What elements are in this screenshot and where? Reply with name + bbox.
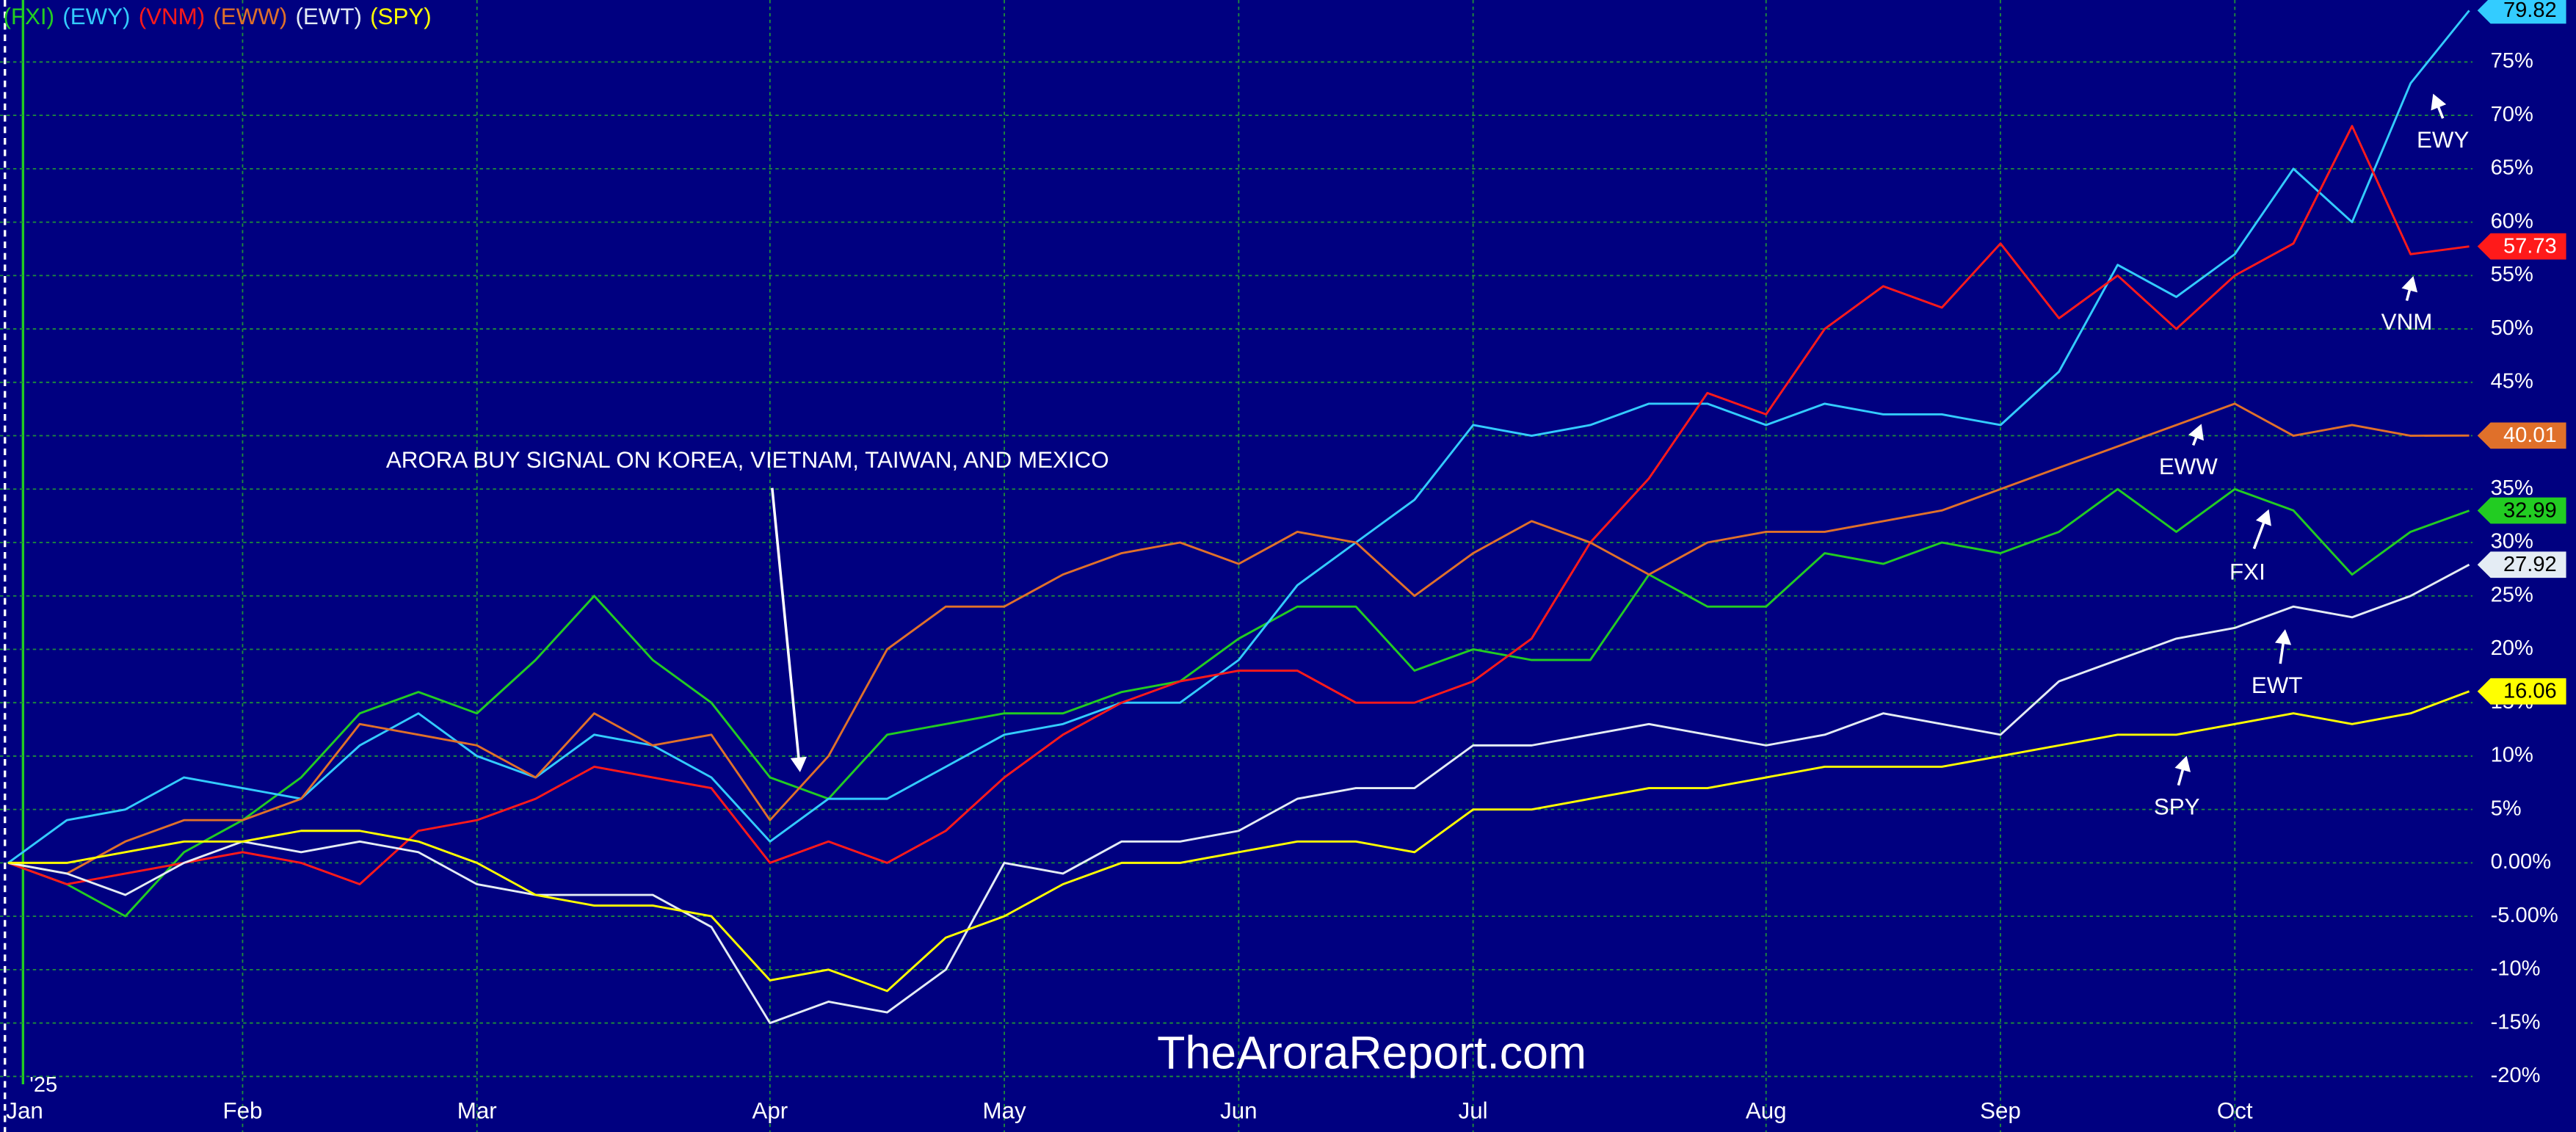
x-tick-label: Mar bbox=[457, 1097, 497, 1123]
last-value-label: 57.73 bbox=[2503, 234, 2557, 258]
last-value-badge bbox=[2477, 0, 2566, 24]
y-tick-label: 5% bbox=[2491, 797, 2522, 820]
annotation: EWT bbox=[2252, 672, 2303, 698]
y-tick-label: 70% bbox=[2491, 103, 2533, 126]
annotation: EWY bbox=[2417, 127, 2469, 153]
y-tick-label: 60% bbox=[2491, 209, 2533, 233]
legend-entry: (EWT) bbox=[295, 4, 361, 29]
annotation: FXI bbox=[2229, 559, 2265, 584]
last-value-label: 79.82 bbox=[2503, 0, 2557, 22]
series-line bbox=[7, 487, 2470, 918]
x-tick-label: Jul bbox=[1459, 1097, 1488, 1123]
x-tick-label: May bbox=[982, 1097, 1026, 1123]
annotation: ARORA BUY SIGNAL ON KOREA, VIETNAM, TAIW… bbox=[386, 447, 1109, 473]
y-tick-label: 55% bbox=[2491, 263, 2533, 286]
x-tick-label: Feb bbox=[222, 1097, 262, 1123]
last-value-label: 40.01 bbox=[2503, 424, 2557, 447]
annotation-arrowhead bbox=[2401, 276, 2418, 293]
x-tick-label: Jun bbox=[1220, 1097, 1258, 1123]
legend-entry: (EWY) bbox=[62, 4, 130, 29]
annotation: TheAroraReport.com bbox=[1157, 1028, 1586, 1079]
legend-entry: (FXI) bbox=[3, 4, 54, 29]
annotation: EWW bbox=[2159, 454, 2218, 479]
last-value-badge bbox=[2477, 233, 2566, 260]
y-tick-label: 75% bbox=[2491, 49, 2533, 73]
y-tick-label: 20% bbox=[2491, 636, 2533, 660]
last-value-label: 16.06 bbox=[2503, 680, 2557, 703]
series-line bbox=[7, 563, 2470, 1025]
last-value-label: 32.99 bbox=[2503, 498, 2557, 522]
y-tick-label: -5.00% bbox=[2491, 904, 2558, 927]
annotation-arrow bbox=[771, 487, 801, 764]
last-value-badge bbox=[2477, 678, 2566, 705]
y-tick-label: 25% bbox=[2491, 583, 2533, 606]
y-tick-label: 65% bbox=[2491, 156, 2533, 180]
legend-entry: (VNM) bbox=[139, 4, 205, 29]
series-line bbox=[8, 690, 2470, 993]
y-tick-label: -15% bbox=[2491, 1010, 2541, 1034]
last-value-label: 27.92 bbox=[2503, 553, 2557, 576]
y-tick-label: 45% bbox=[2491, 369, 2533, 393]
x-tick-label: Sep bbox=[1980, 1097, 2021, 1123]
y-tick-label: 30% bbox=[2491, 530, 2533, 554]
last-value-badge bbox=[2477, 422, 2566, 449]
x-tick-label: Jan bbox=[6, 1097, 43, 1123]
y-tick-label: 50% bbox=[2491, 316, 2533, 340]
annotation-arrowhead bbox=[2431, 93, 2447, 111]
series-line bbox=[7, 10, 2470, 864]
annotation-arrowhead bbox=[2255, 509, 2271, 526]
series-line bbox=[7, 402, 2470, 875]
legend-entry: (EWW) bbox=[213, 4, 287, 29]
annotation-arrowhead bbox=[790, 756, 808, 772]
y-tick-label: -20% bbox=[2491, 1064, 2541, 1087]
series-line bbox=[7, 125, 2470, 885]
annotation-arrowhead bbox=[2188, 424, 2204, 441]
y-tick-label: 0.00% bbox=[2491, 850, 2551, 874]
y-tick-label: -10% bbox=[2491, 957, 2541, 981]
x-tick-label: Aug bbox=[1746, 1097, 1787, 1123]
x-tick-label: Apr bbox=[752, 1097, 788, 1123]
x-tick-label: Oct bbox=[2217, 1097, 2253, 1123]
last-value-badge bbox=[2477, 551, 2566, 578]
last-value-badge bbox=[2477, 497, 2566, 524]
annotation-arrowhead bbox=[2174, 755, 2191, 772]
annotation: SPY bbox=[2154, 794, 2200, 819]
annotation: VNM bbox=[2381, 309, 2433, 335]
annotation-arrowhead bbox=[2274, 629, 2292, 645]
annotation: '25 bbox=[29, 1073, 57, 1097]
y-tick-label: 35% bbox=[2491, 476, 2533, 500]
y-tick-label: 10% bbox=[2491, 744, 2533, 767]
legend-entry: (SPY) bbox=[370, 4, 432, 29]
